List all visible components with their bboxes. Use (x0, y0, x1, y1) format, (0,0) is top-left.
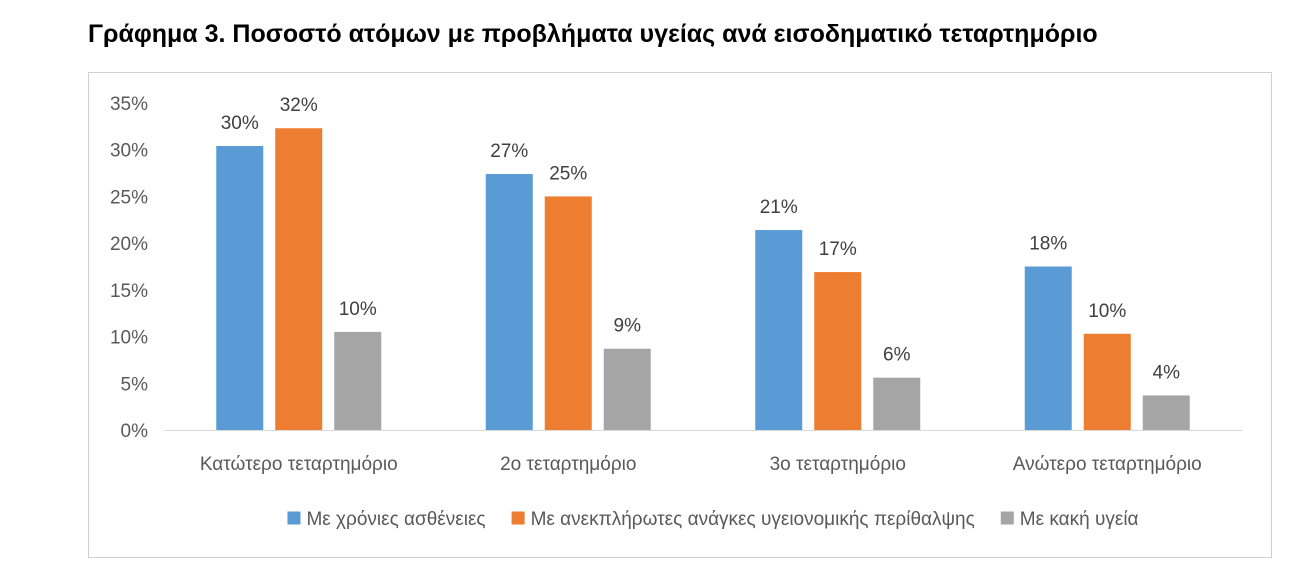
legend-swatch (511, 511, 525, 525)
y-tick-label: 15% (110, 281, 148, 302)
x-category-label: 2ο τεταρτημόριο (500, 454, 636, 475)
y-tick-label: 25% (110, 187, 148, 208)
y-tick-label: 5% (121, 374, 149, 395)
data-label: 17% (819, 239, 857, 260)
chart-frame (88, 72, 1272, 558)
bar (275, 128, 323, 430)
data-label: 9% (614, 316, 642, 337)
legend-label: Με ανεκπλήρωτες ανάγκες υγειονομικής περ… (531, 509, 975, 530)
data-label: 30% (221, 113, 259, 134)
bar (544, 196, 592, 430)
bar (603, 348, 651, 430)
legend-label: Με χρόνιες ασθένειες (306, 509, 485, 530)
y-tick-label: 10% (110, 328, 148, 349)
bar (873, 377, 921, 430)
chart-title: Γράφημα 3. Ποσοστό ατόμων με προβλήματα … (88, 20, 1098, 48)
bar (334, 331, 382, 430)
bar (755, 230, 803, 430)
y-tick-label: 35% (110, 94, 148, 115)
data-label: 21% (760, 197, 798, 218)
y-tick-label: 0% (121, 421, 149, 442)
y-tick-label: 30% (110, 141, 148, 162)
x-category-label: 3ο τεταρτημόριο (770, 454, 906, 475)
legend-swatch (287, 511, 301, 525)
data-label: 4% (1153, 362, 1181, 383)
y-tick-label: 20% (110, 234, 148, 255)
legend-swatch (1000, 511, 1014, 525)
bar (814, 272, 862, 430)
bar (216, 145, 264, 430)
bar (1024, 266, 1072, 430)
data-label: 32% (280, 95, 318, 116)
data-label: 18% (1029, 234, 1067, 255)
legend-label: Με κακή υγεία (1020, 509, 1139, 530)
data-label: 25% (549, 163, 587, 184)
x-category-label: Κατώτερο τεταρτημόριο (200, 454, 398, 475)
bar (1083, 333, 1131, 430)
data-label: 10% (339, 299, 377, 320)
bar (1142, 395, 1190, 430)
data-label: 6% (883, 345, 911, 366)
bar (485, 174, 533, 430)
data-label: 27% (490, 141, 528, 162)
x-category-label: Ανώτερο τεταρτημόριο (1013, 454, 1202, 475)
data-label: 10% (1088, 301, 1126, 322)
